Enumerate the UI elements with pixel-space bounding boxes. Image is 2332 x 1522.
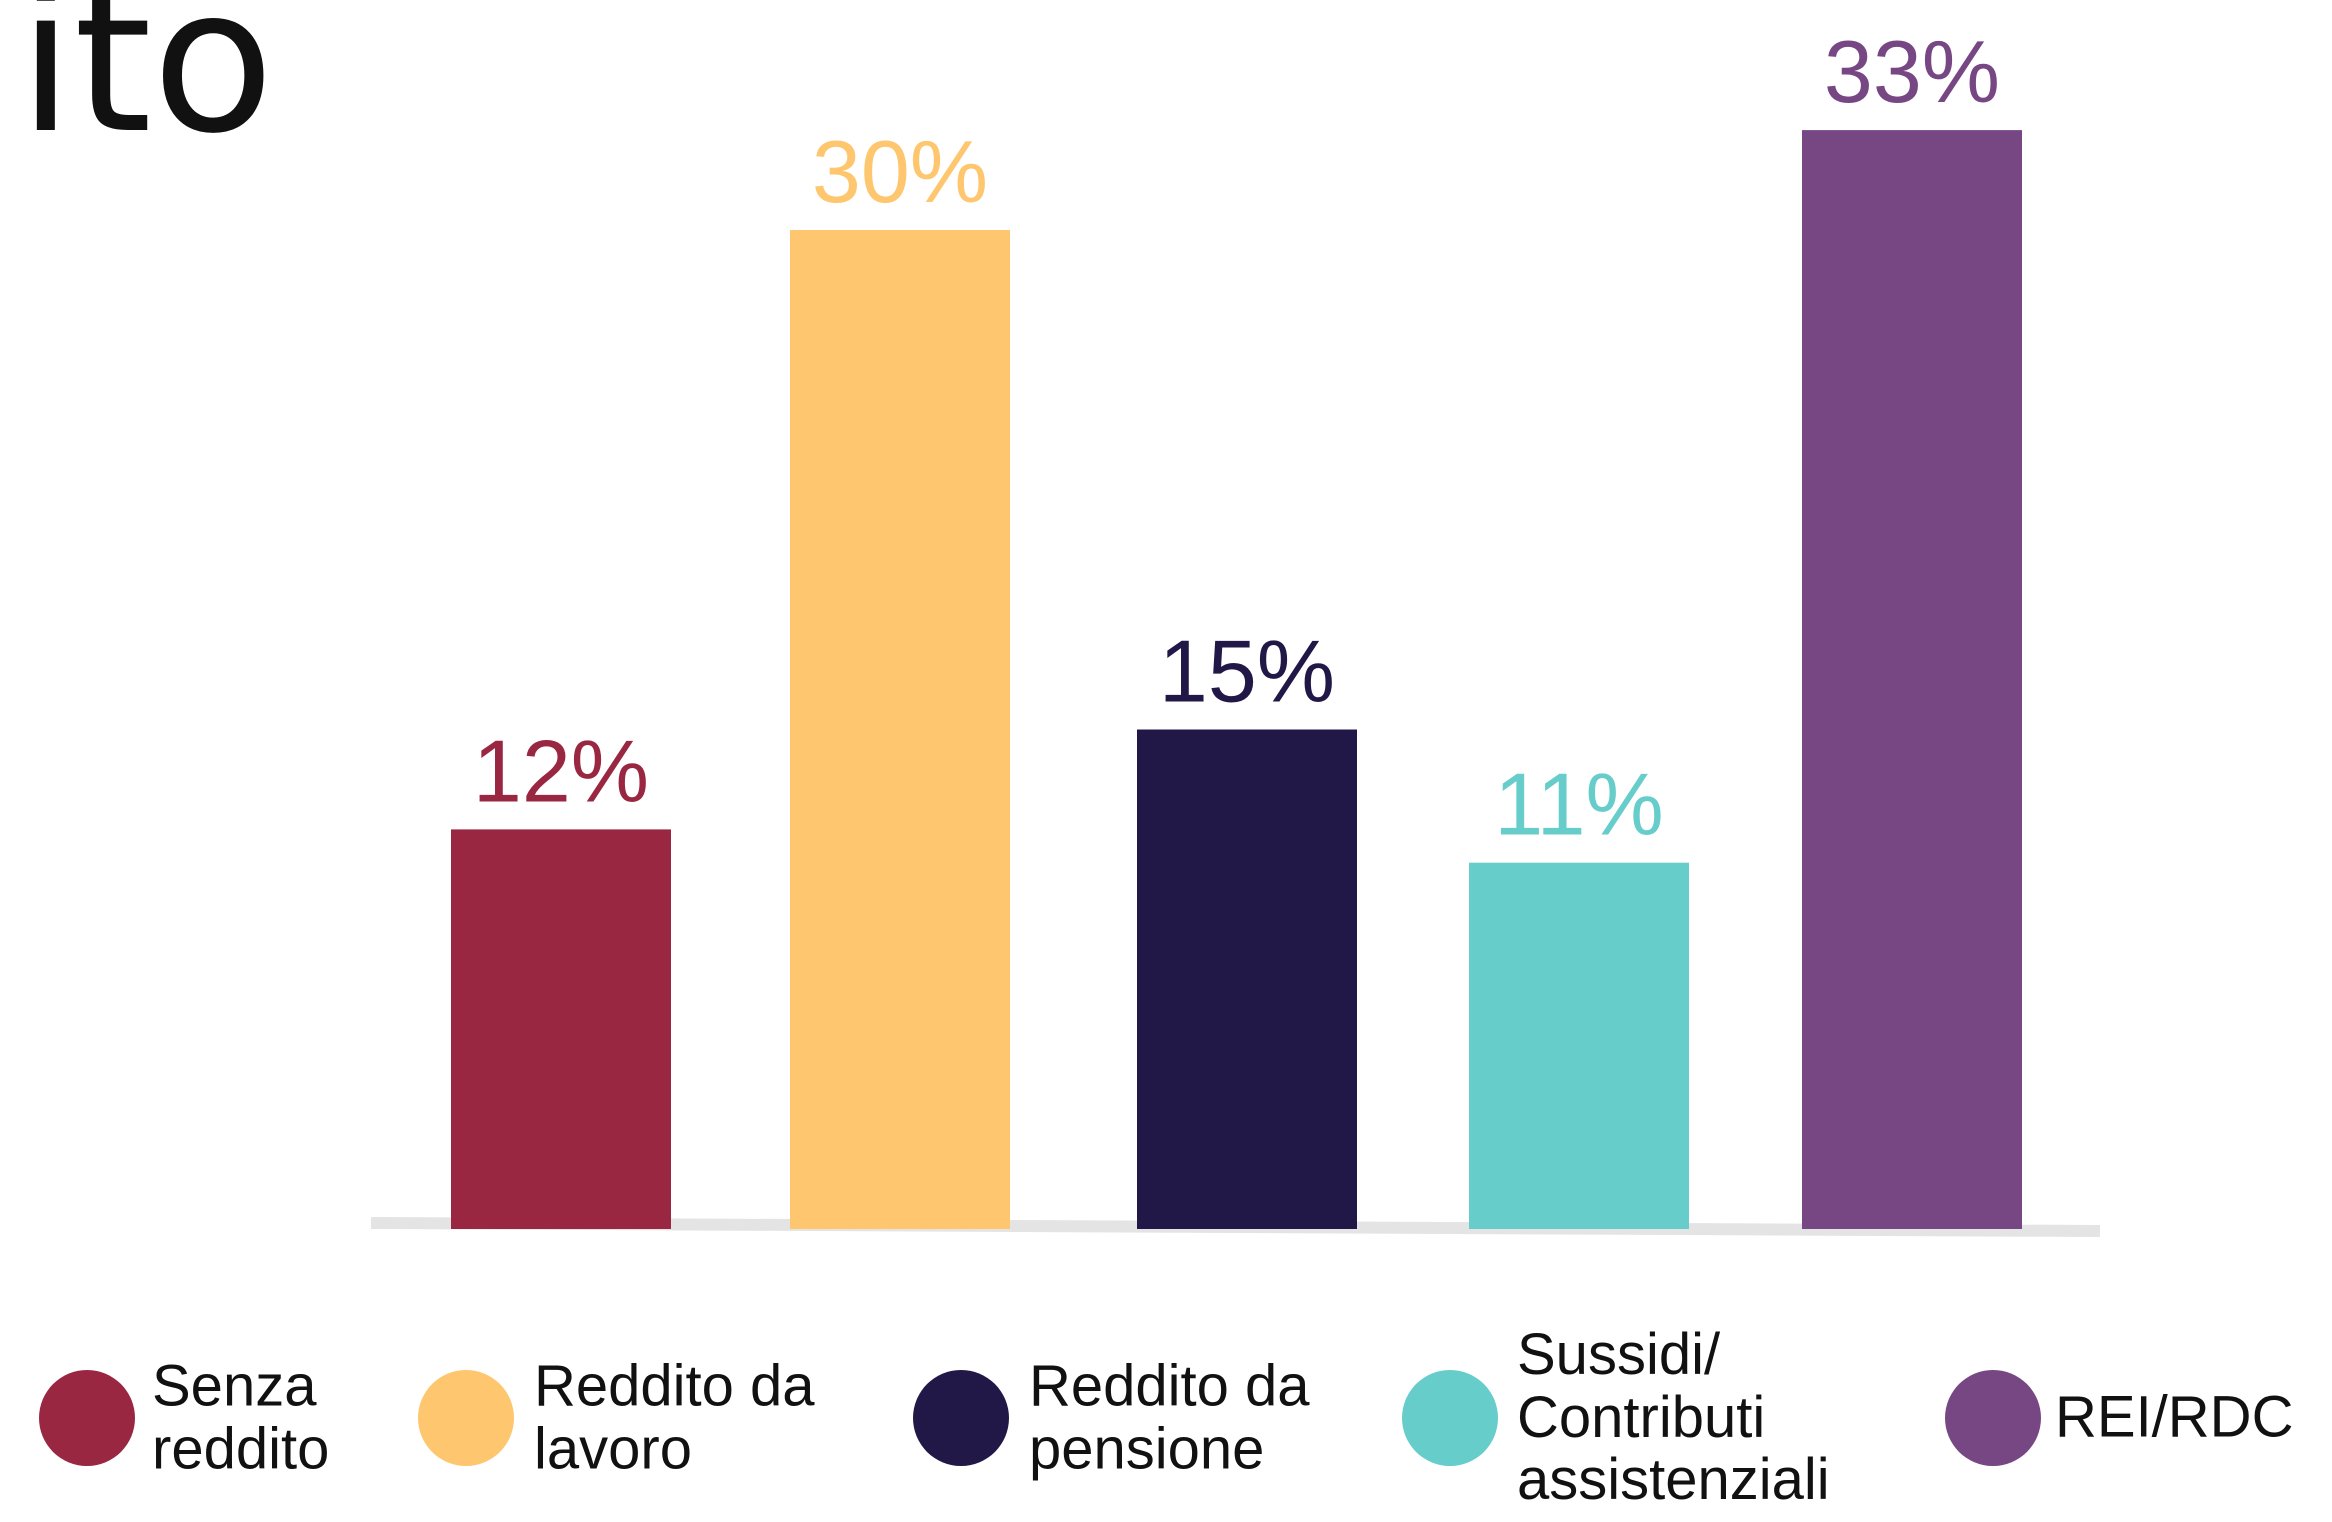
legend-swatch	[39, 1370, 135, 1466]
legend-label: REI/RDC	[2055, 1384, 2294, 1450]
bar	[1469, 862, 1689, 1229]
legend-label: Reddito da pensione	[1029, 1353, 1310, 1481]
legend-swatch	[1945, 1370, 2041, 1466]
legend-label: Reddito da lavoro	[534, 1353, 815, 1481]
legend-swatch	[913, 1370, 1009, 1466]
legend-label: Sussidi/ Contributi assistenziali	[1517, 1322, 1830, 1513]
value-label: 30%	[812, 122, 988, 221]
value-label: 33%	[1824, 22, 2000, 121]
bar	[1802, 130, 2022, 1230]
bar	[451, 829, 671, 1229]
bar	[1137, 729, 1357, 1229]
legend-swatch	[418, 1370, 514, 1466]
value-label: 15%	[1159, 622, 1335, 721]
bar	[790, 230, 1010, 1229]
legend-label: Senza reddito	[152, 1353, 330, 1481]
value-label: 12%	[473, 721, 649, 820]
legend-swatch	[1402, 1370, 1498, 1466]
chart-title: ito	[18, 0, 275, 178]
value-label: 11%	[1494, 755, 1664, 854]
